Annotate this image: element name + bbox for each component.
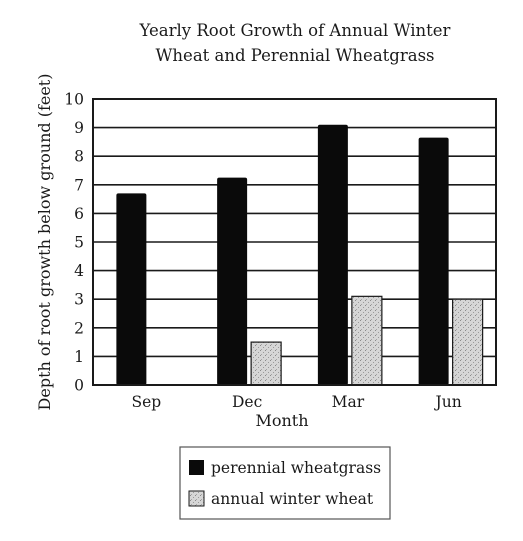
bar-perennial-wheatgrass xyxy=(217,177,248,385)
legend-label-annual-winter-wheat: annual winter wheat xyxy=(211,490,374,508)
legend-swatch-perennial-wheatgrass xyxy=(189,460,204,475)
x-tick-label: Jun xyxy=(434,393,462,411)
y-tick-label: 9 xyxy=(74,119,84,137)
x-tick-label: Mar xyxy=(332,393,365,411)
y-tick-label: 3 xyxy=(74,291,84,309)
gridlines xyxy=(93,126,496,358)
plot-frame xyxy=(92,98,497,386)
y-tick-label: 5 xyxy=(74,234,84,252)
bars xyxy=(116,124,484,386)
y-tick-label: 4 xyxy=(74,262,84,280)
y-tick-label: 10 xyxy=(64,91,84,109)
legend-box xyxy=(179,446,391,520)
x-axis-label: Month xyxy=(255,411,308,430)
x-tick-label: Sep xyxy=(132,393,162,411)
y-tick-label: 6 xyxy=(74,205,84,223)
bar-perennial-wheatgrass xyxy=(317,124,348,386)
bar-annual-winter-wheat xyxy=(351,295,383,386)
bar-annual-winter-wheat xyxy=(452,298,484,386)
bar-perennial-wheatgrass xyxy=(418,137,449,385)
y-tick-label: 8 xyxy=(74,148,84,166)
y-tick-label: 2 xyxy=(74,319,84,337)
chart-title-line-2: Wheat and Perennial Wheatgrass xyxy=(155,46,434,65)
bar-perennial-wheatgrass xyxy=(116,193,147,385)
y-tick-labels: 0 1 2 3 4 5 6 7 8 9 10 xyxy=(64,91,84,395)
y-axis-label: Depth of root growth below ground (feet) xyxy=(35,74,54,411)
y-tick-label: 1 xyxy=(74,348,84,366)
bar-annual-winter-wheat xyxy=(250,341,282,386)
x-tick-label: Dec xyxy=(232,393,262,411)
y-tick-label: 0 xyxy=(74,377,84,395)
legend: perennial wheatgrass annual winter wheat xyxy=(179,446,391,520)
chart-title-line-1: Yearly Root Growth of Annual Winter xyxy=(139,21,451,40)
y-tick-label: 7 xyxy=(74,176,84,194)
legend-label-perennial-wheatgrass: perennial wheatgrass xyxy=(211,459,381,477)
x-tick-labels: Sep Dec Mar Jun xyxy=(132,393,462,411)
legend-swatch-annual-winter-wheat xyxy=(188,490,205,507)
